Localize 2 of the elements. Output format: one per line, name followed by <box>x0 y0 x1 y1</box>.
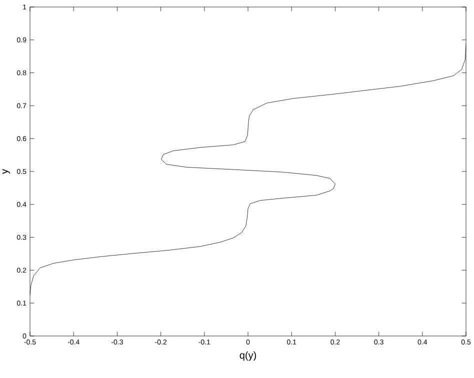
x-axis-title: q(y) <box>240 351 256 361</box>
y-axis-title: y <box>2 169 10 174</box>
